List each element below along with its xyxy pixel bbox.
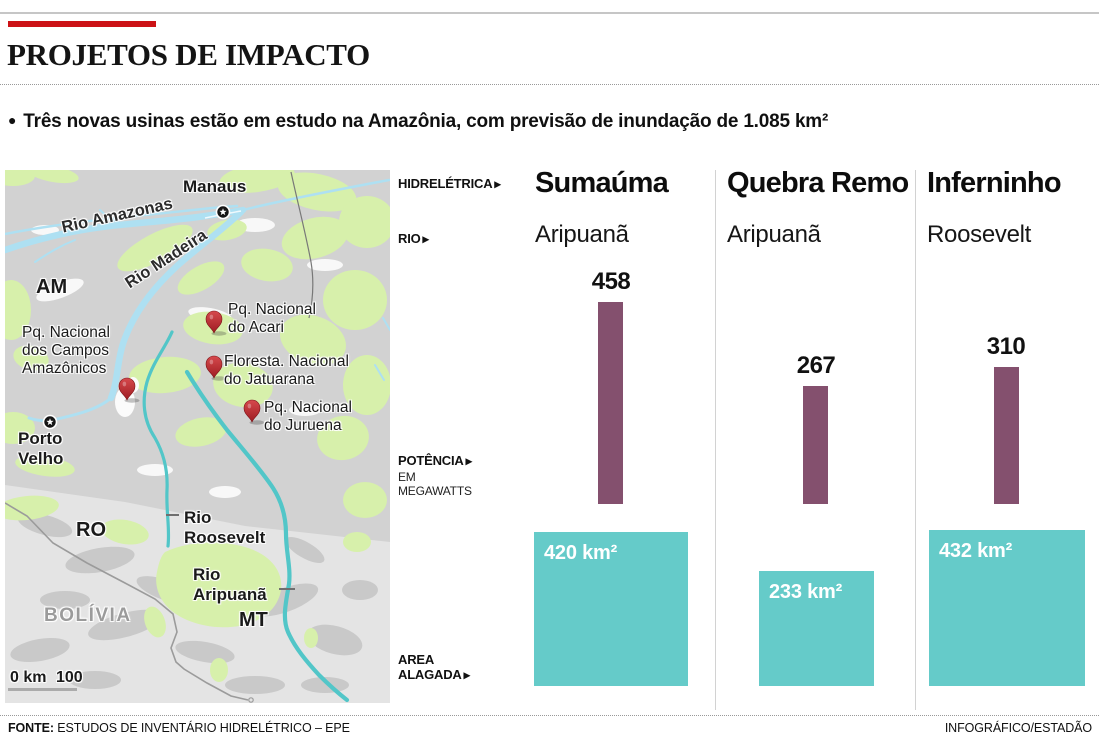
row-label-hidreletrica: HIDRELÉTRICA ▶ <box>398 176 501 191</box>
scale-bar <box>8 688 77 691</box>
city-marker-porto-velho-icon <box>42 414 58 430</box>
state-mt-label: MT <box>239 609 268 631</box>
footer-divider <box>0 715 1099 716</box>
forest-patches <box>5 170 390 682</box>
city-marker-manaus-icon <box>215 204 231 220</box>
power-value-label: 310 <box>986 333 1026 360</box>
scale-start-label: 0 km <box>10 669 47 686</box>
power-value-label: 267 <box>796 352 836 379</box>
accent-bar <box>8 21 156 27</box>
road-line <box>290 171 314 319</box>
flooded-area-square: 233 km² <box>759 571 874 686</box>
column-title-inferninho: Inferninho <box>927 167 1062 199</box>
row-label-rio: RIO ▶ <box>398 231 429 246</box>
manaus-label: Manaus <box>183 177 247 196</box>
park-jatuarana-label: Floresta. Nacional do Jatuarana <box>224 353 349 388</box>
rio-aripuana-river <box>184 369 350 703</box>
column-title-sumauma: Sumaúma <box>535 167 669 199</box>
river-value: Aripuanã <box>535 221 629 248</box>
top-rule <box>0 12 1099 14</box>
rio-aripuana-label: Rio Aripuanã <box>193 565 267 604</box>
river-value: Roosevelt <box>927 221 1032 248</box>
rio-roosevelt-label: Rio Roosevelt <box>184 508 266 547</box>
river-value: Aripuanã <box>727 221 821 248</box>
park-acari-label: Pq. Nacional do Acari <box>228 301 316 336</box>
column-title-quebra-remo: Quebra Remo <box>727 167 909 199</box>
source-credit: FONTE: ESTUDOS DE INVENTÁRIO HIDRELÉTRIC… <box>8 721 350 735</box>
state-ro-label: RO <box>76 519 106 541</box>
bullet-icon: ● <box>8 112 17 128</box>
column-divider-2 <box>915 170 916 710</box>
power-value-label: 458 <box>591 268 631 295</box>
state-am-label: AM <box>36 276 68 298</box>
scale-end-label: 100 <box>56 669 83 686</box>
flooded-area-label: 420 km² <box>544 542 618 564</box>
flooded-area-square: 420 km² <box>534 532 688 686</box>
park-campos-label: Pq. Nacional dos Campos Amazônicos <box>22 324 110 377</box>
headline-text: Três novas usinas estão em estudo na Ama… <box>23 111 829 132</box>
amazon-map <box>5 170 390 703</box>
row-label-potencia-sub2: MEGAWATTS <box>398 484 472 498</box>
roosevelt-leader-line <box>166 514 179 516</box>
column-divider-1 <box>715 170 716 710</box>
power-bar <box>803 386 828 504</box>
row-label-potencia: POTÊNCIA ▶ <box>398 453 472 468</box>
park-juruena-label: Pq. Nacional do Juruena <box>264 399 352 434</box>
aripuana-leader-line <box>279 588 295 590</box>
arrow-icon: ▶ <box>494 178 501 189</box>
border-line <box>5 502 254 703</box>
flooded-area-label: 432 km² <box>939 540 1013 562</box>
headline: ● Três novas usinas estão em estudo na Am… <box>8 111 828 133</box>
arrow-icon: ▶ <box>465 455 473 466</box>
flooded-area-label: 233 km² <box>769 581 843 603</box>
flooded-area-square: 432 km² <box>929 530 1085 686</box>
title-divider <box>0 84 1099 85</box>
row-label-area-1: AREA <box>398 652 435 667</box>
power-bar <box>994 367 1019 504</box>
page-title: PROJETOS DE IMPACTO <box>7 37 370 72</box>
row-label-potencia-sub1: EM <box>398 470 416 484</box>
row-label-area-2: ALAGADA ▶ <box>398 667 470 682</box>
rio-roosevelt-river <box>142 330 174 548</box>
arrow-icon: ▶ <box>463 669 471 680</box>
infographic-credit: INFOGRÁFICO/ESTADÃO <box>944 721 1092 735</box>
country-bolivia-label: BOLÍVIA <box>44 605 132 626</box>
power-bar <box>598 302 623 504</box>
arrow-icon: ▶ <box>422 233 430 244</box>
porto-velho-label: Porto Velho <box>18 429 64 468</box>
